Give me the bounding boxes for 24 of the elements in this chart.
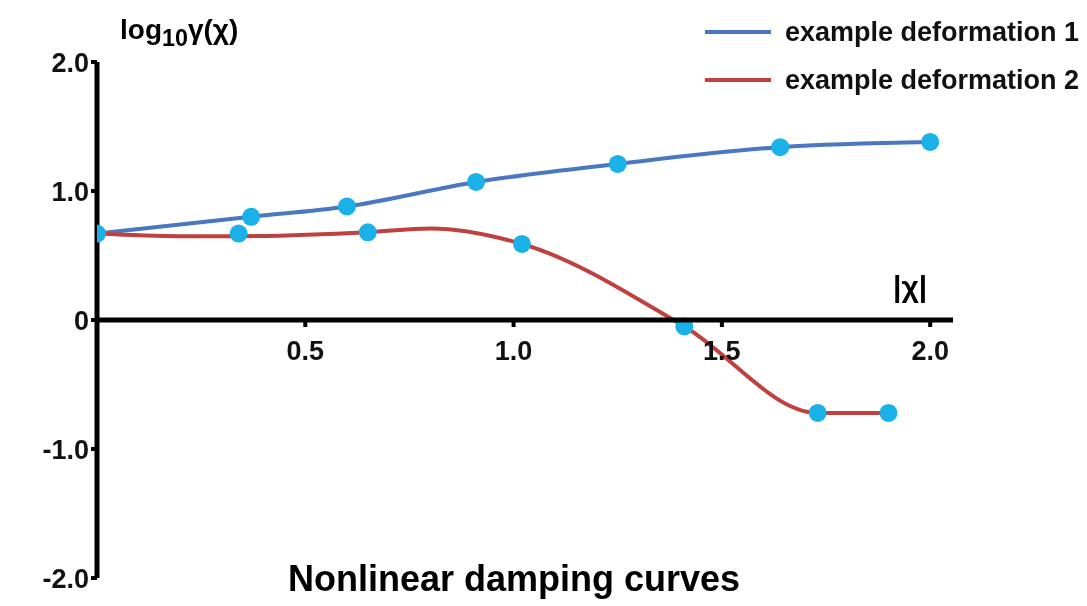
y-tick-label: -2.0 (42, 563, 89, 594)
point (337, 197, 356, 216)
point (771, 138, 790, 157)
point (467, 172, 486, 191)
point (608, 154, 627, 173)
point (242, 207, 261, 226)
x-tick-label: 0.5 (286, 336, 325, 366)
x-tick-label: 1.0 (494, 336, 533, 366)
point (358, 223, 377, 242)
legend-label: example deformation 1 (784, 16, 1079, 48)
point (879, 403, 898, 422)
y-tick-label: -1.0 (42, 434, 89, 465)
legend-label: example deformation 2 (784, 64, 1079, 96)
point (229, 224, 248, 243)
y-tick-label: 1.0 (51, 176, 89, 207)
x-tick-label: 2.0 (911, 336, 949, 366)
point (921, 132, 940, 151)
y-tick-label: 2.0 (51, 47, 89, 78)
x-axis-title: |χ| (893, 270, 928, 304)
y-tick-label: 0 (73, 305, 89, 336)
y-axis-title: log$_{10}$γ(χ) (120, 14, 239, 52)
point (808, 403, 827, 422)
text: Nonlinear damping curves (288, 558, 741, 600)
point (512, 234, 531, 253)
